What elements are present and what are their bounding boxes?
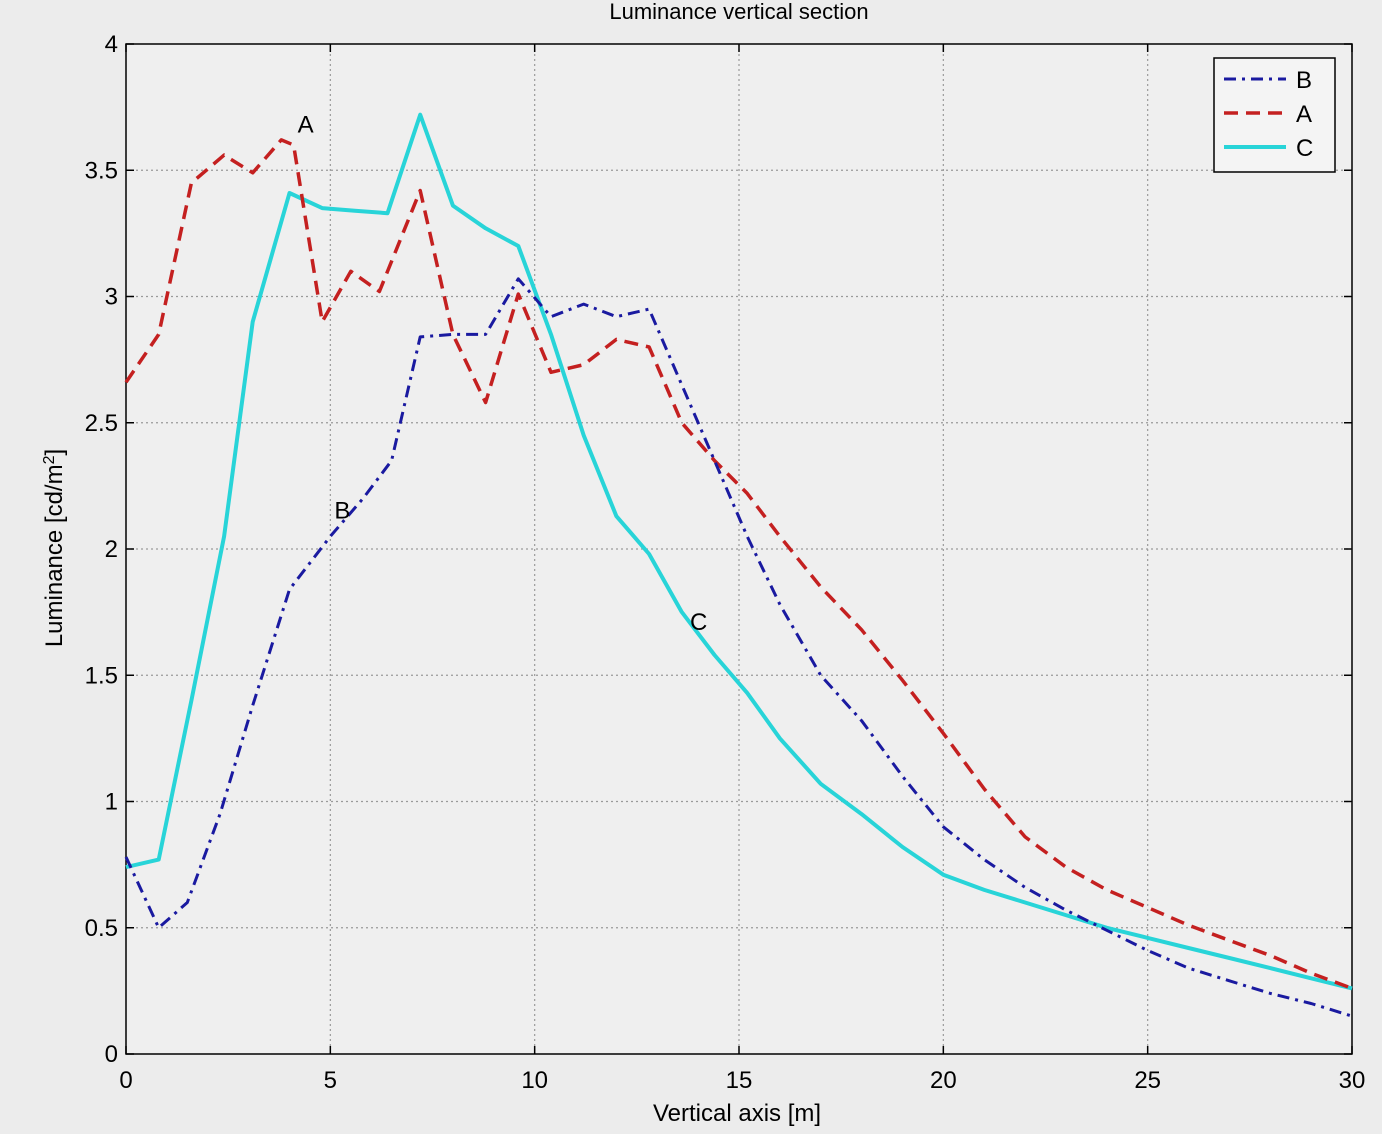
- legend-label-a: A: [1296, 101, 1312, 128]
- legend-box: [1213, 57, 1336, 173]
- legend-label-c: C: [1296, 135, 1313, 162]
- y-tick-label: 2: [105, 536, 118, 563]
- x-tick-label: 10: [521, 1067, 548, 1094]
- y-tick-label: 1: [105, 789, 118, 816]
- curve-annotation-c: C: [690, 609, 707, 636]
- y-axis-label-superscript: 2: [41, 455, 58, 464]
- y-axis-label-close: ]: [41, 449, 68, 456]
- curve-annotation-a: A: [298, 111, 314, 138]
- curve-annotation-b: B: [334, 498, 350, 525]
- x-tick-label: 15: [726, 1067, 753, 1094]
- y-tick-label: 0: [105, 1041, 118, 1068]
- x-tick-label: 0: [119, 1067, 132, 1094]
- series-line-b: [124, 277, 1353, 1018]
- x-tick-label: 20: [930, 1067, 957, 1094]
- chart-title: Luminance vertical section: [609, 0, 868, 24]
- y-tick-label: 3: [105, 284, 118, 311]
- grid: [126, 44, 1352, 1054]
- curve-annotations: A B C: [298, 111, 708, 635]
- x-tick-label: 5: [324, 1067, 337, 1094]
- y-tick-label: 4: [105, 31, 118, 58]
- y-tick-label: 0.5: [85, 915, 118, 942]
- series-line-a: [124, 138, 1353, 991]
- x-tick-label: 25: [1134, 1067, 1161, 1094]
- x-tick-label: 30: [1339, 1067, 1366, 1094]
- legend-label-b: B: [1296, 67, 1312, 94]
- y-tick-label: 3.5: [85, 157, 118, 184]
- y-tick-label: 2.5: [85, 410, 118, 437]
- y-axis-label: Luminance [cd/m2]: [41, 449, 69, 647]
- series-lines: [124, 112, 1353, 1018]
- axis-ticks: 0 5 10 15 20 25 30 0 0.5 1 1.5 2 2.5 3 3.5 4: [85, 31, 1366, 1094]
- x-axis-label: Vertical axis [m]: [653, 1100, 821, 1127]
- series-line-c: [125, 112, 1353, 991]
- y-axis-label-main: Luminance [cd/m: [41, 464, 68, 647]
- y-tick-label: 1.5: [85, 662, 118, 689]
- legend: B A C: [1213, 57, 1336, 173]
